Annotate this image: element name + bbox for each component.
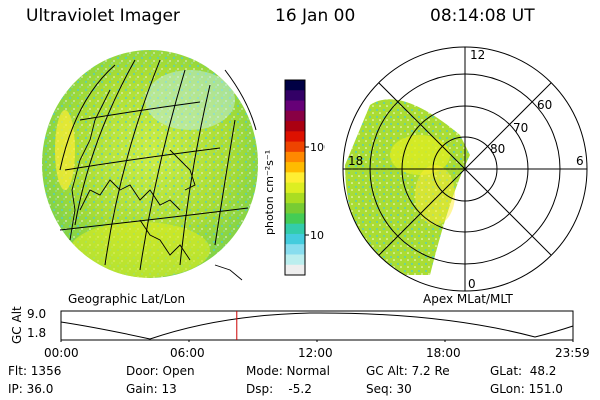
colorbar-gradient: [285, 80, 305, 276]
observation-date: 16 Jan 00: [275, 6, 356, 26]
colorbar-stripe: [285, 182, 305, 194]
colorbar-stripe: [285, 203, 305, 214]
colorbar-stripe: [285, 162, 305, 173]
colorbar-stripe: [285, 90, 305, 102]
colorbar-tick-10: 10: [310, 229, 324, 242]
colorbar-stripe: [285, 213, 305, 225]
lat-label-60: 60: [537, 98, 552, 112]
colorbar-stripe: [285, 80, 305, 91]
status-glat: GLat: 48.2: [490, 364, 557, 378]
colorbar-stripe: [285, 223, 305, 235]
status-gc-alt: GC Alt: 7.2 Re: [366, 364, 450, 378]
gc-alt-axis-label: GC Alt: [10, 306, 24, 344]
colorbar-stripe: [285, 233, 305, 245]
uv-emission-image: [42, 50, 258, 278]
colorbar-stripe: [285, 254, 305, 266]
geographic-image-panel: [42, 50, 258, 281]
colorbar-unit-label: photon cm⁻²s⁻¹: [263, 150, 276, 235]
colorbar-stripe: [285, 172, 305, 184]
colorbar-stripe: [285, 121, 305, 132]
colorbar-tick-100: 100: [310, 141, 325, 154]
colorbar-stripe: [285, 192, 305, 204]
status-door: Door: Open: [126, 364, 195, 378]
geo-panel-label: Geographic Lat/Lon: [68, 292, 186, 306]
status-flt: Flt: 1356: [8, 364, 62, 378]
alt-tick-9: 9.0: [27, 307, 47, 321]
status-gain: Gain: 13: [126, 382, 177, 396]
colorbar-stripe: [285, 110, 305, 122]
lat-lon-grid: [59, 59, 249, 271]
alt-tick-1.8: 1.8: [27, 326, 47, 340]
lat-label-80: 80: [490, 142, 505, 156]
mlt-label-18: 18: [348, 154, 363, 168]
instrument-title: Ultraviolet Imager: [26, 6, 180, 26]
polar-mlat-mlt-panel: 12 6 0 18 60 70 80: [342, 46, 588, 292]
status-glon: GLon: 151.0: [490, 382, 563, 396]
mlt-label-0: 0: [468, 277, 476, 291]
polar-emission-image: [345, 99, 470, 276]
colorbar-stripe: [285, 131, 305, 143]
colorbar-stripe: [285, 264, 305, 276]
lat-label-70: 70: [513, 121, 528, 135]
altitude-curve: [60, 312, 574, 340]
altitude-plot: [60, 310, 574, 342]
time-tick-0600: 06:00: [170, 346, 205, 360]
time-tick-2359: 23:59: [555, 346, 590, 360]
colorbar-stripe: [285, 244, 305, 255]
colorbar: 100 10 photon cm⁻²s⁻¹: [263, 79, 325, 276]
status-dsp: Dsp: -5.2: [246, 382, 312, 396]
time-tick-0000: 00:00: [44, 346, 79, 360]
coastline-outlines: [69, 89, 243, 281]
status-mode: Mode: Normal: [246, 364, 330, 378]
colorbar-stripe: [285, 100, 305, 112]
time-tick-1200: 12:00: [298, 346, 333, 360]
mlt-label-12: 12: [470, 48, 485, 62]
colorbar-stripe: [285, 151, 305, 163]
polar-grid: [342, 46, 588, 292]
observation-time: 08:14:08 UT: [430, 6, 535, 26]
colorbar-stripe: [285, 141, 305, 153]
mlt-label-6: 6: [576, 154, 584, 168]
status-seq: Seq: 30: [366, 382, 412, 396]
polar-panel-label: Apex MLat/MLT: [423, 292, 513, 306]
time-tick-1800: 18:00: [426, 346, 461, 360]
status-ip: IP: 36.0: [8, 382, 54, 396]
